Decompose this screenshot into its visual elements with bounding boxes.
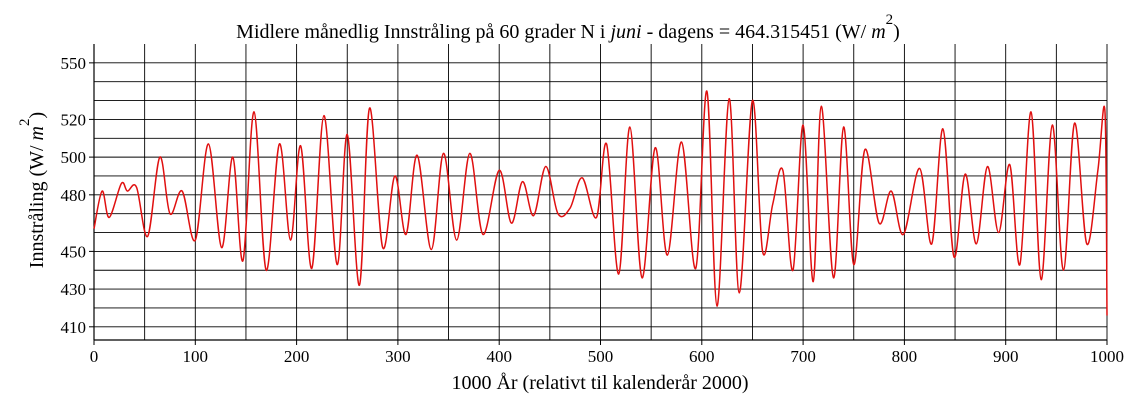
x-tick-labels: 0 100 200 300 400 500 600 700 800 900 1000: [90, 340, 1124, 366]
title-unit-var: m: [871, 21, 885, 43]
title-unit-exponent: 2: [886, 12, 894, 28]
title-month: juni: [608, 21, 642, 43]
series-line: [93, 90, 1108, 316]
x-tick-label: 200: [284, 347, 310, 366]
y-label-unit-exponent: 2: [17, 118, 33, 126]
x-tick-label: 500: [588, 347, 614, 366]
y-tick-label: 550: [61, 54, 87, 73]
y-tick-label: 450: [61, 242, 87, 261]
y-tick-label: 500: [61, 148, 87, 167]
x-tick-label: 0: [90, 347, 99, 366]
y-axis-label: Innstråling (W/ m2): [17, 112, 48, 268]
x-tick-label: 300: [385, 347, 411, 366]
y-tick-labels: 410 430 450 480 500 520 550: [61, 54, 94, 337]
y-label-unit-var: m: [26, 126, 48, 140]
x-tick-label: 1000: [1090, 347, 1124, 366]
y-tick-label: 480: [61, 186, 87, 205]
chart-title: Midlere månedlig Innstråling på 60 grade…: [236, 12, 900, 43]
x-tick-label: 600: [689, 347, 715, 366]
series-layer: [93, 90, 1108, 316]
x-axis-label: 1000 År (relativt til kalenderår 2000): [451, 372, 748, 394]
y-tick-label: 410: [61, 318, 87, 337]
y-tick-label: 520: [61, 110, 87, 129]
x-tick-label: 800: [892, 347, 918, 366]
x-tick-label: 700: [790, 347, 816, 366]
x-tick-label: 900: [993, 347, 1019, 366]
x-tick-label: 400: [486, 347, 512, 366]
y-tick-label: 430: [61, 280, 87, 299]
x-tick-label: 100: [183, 347, 209, 366]
